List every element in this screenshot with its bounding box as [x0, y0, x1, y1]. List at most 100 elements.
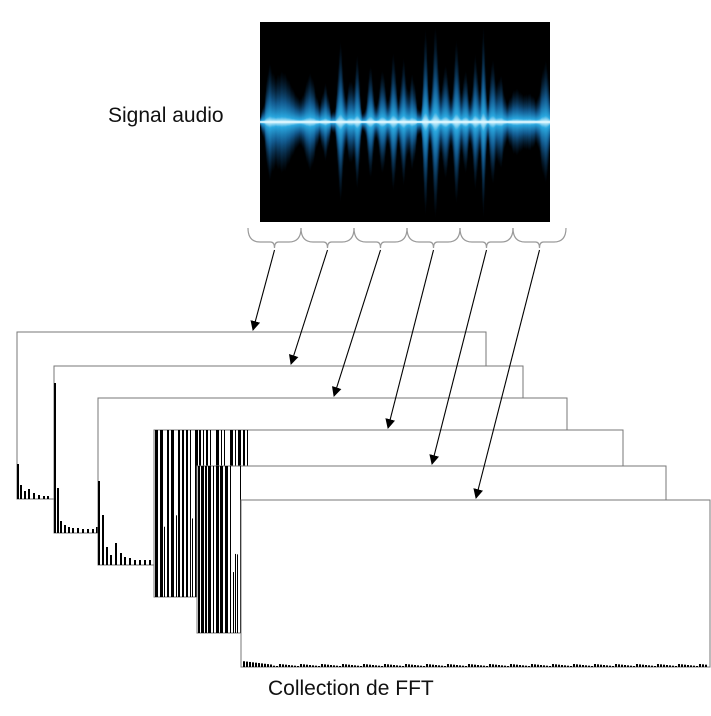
spectrum-bar [399, 665, 401, 667]
spectrum-bar [393, 665, 395, 667]
spectrum-bar [681, 664, 683, 667]
spectrum-bar [348, 664, 350, 667]
spectrum-bar [220, 466, 223, 633]
spectrum-bar [597, 664, 599, 667]
spectrum-bar [426, 664, 428, 667]
spectrum-bar [684, 664, 686, 667]
spectrum-bar [555, 664, 557, 667]
spectrum-bar [627, 665, 629, 667]
spectrum-bar [705, 664, 707, 667]
spectrum-bar [456, 665, 458, 667]
audio-waveform-image [260, 22, 550, 222]
spectrum-bar [225, 466, 228, 633]
spectrum-bar [450, 664, 452, 667]
spectrum-bar [498, 665, 500, 667]
spectrum-bar [96, 527, 98, 533]
segment-brace [300, 227, 355, 249]
spectrum-bar [651, 665, 653, 667]
spectrum-bar [675, 666, 677, 667]
mapping-arrows [250, 249, 541, 499]
spectrum-bar [525, 665, 527, 667]
spectrum-bar [182, 430, 184, 597]
spectrum-bar [621, 664, 623, 667]
spectrum-bar [43, 496, 45, 499]
spectrum-bar [585, 665, 587, 667]
spectrum-bar [639, 664, 641, 667]
segment-brace [406, 227, 461, 249]
spectrum-bar [110, 555, 112, 565]
spectrum-bar [249, 661, 251, 667]
spectrum-bar [573, 664, 575, 667]
spectrum-bar [435, 665, 437, 667]
spectrum-bar [192, 518, 193, 597]
spectrum-bar [543, 665, 545, 667]
spectrum-bar [129, 558, 131, 565]
spectrum-bar [579, 664, 581, 667]
spectrum-bar [567, 665, 569, 667]
spectrum-bar [87, 529, 89, 533]
spectrum-bar [690, 665, 692, 667]
spectrum-bar [630, 665, 632, 667]
spectrum-bar [354, 665, 356, 667]
spectrum-bar [363, 664, 365, 667]
spectrum-bar [252, 662, 254, 667]
segment-brace [247, 227, 302, 249]
spectrum-bar [552, 664, 554, 667]
spectrum-bar [390, 664, 392, 667]
spectrum-bar [477, 665, 479, 667]
spectrum-bar [381, 666, 383, 667]
spectrum-bar [160, 430, 163, 597]
spectrum-bar [492, 664, 494, 667]
spectrum-bar [420, 665, 422, 667]
fft-frames [16, 331, 711, 668]
spectrum-bar [82, 529, 84, 533]
spectrum-bar [306, 664, 308, 667]
spectrum-bar [134, 560, 136, 565]
spectrum-bar [167, 430, 169, 597]
spectrum-bar [330, 665, 332, 667]
spectrum-bar [235, 553, 236, 633]
spectrum-bar [102, 515, 104, 565]
spectrum-bar [459, 665, 461, 667]
mapping-arrow [473, 249, 541, 499]
spectrum-bar [414, 665, 416, 667]
spectrum-bar [645, 665, 647, 667]
spectrum-bar [17, 464, 19, 499]
spectrum-bar [342, 664, 344, 667]
spectrum-bar [462, 665, 464, 667]
spectrum-bar [213, 466, 214, 633]
spectrum-bar [375, 665, 377, 667]
spectrum-bar [534, 664, 536, 667]
spectrum-bar [411, 664, 413, 667]
spectrum-bar [483, 665, 485, 667]
spectrum-bar [54, 383, 56, 533]
spectrum-bar [408, 664, 410, 667]
spectrum-bar [519, 665, 521, 667]
fft-frame [240, 499, 711, 668]
spectrum-bar [606, 665, 608, 667]
spectrum-bar [513, 664, 515, 667]
spectrum-bar [155, 430, 158, 597]
spectrum-bar [258, 663, 260, 667]
spectrum-bar [72, 528, 74, 533]
spectrum-bar [60, 521, 62, 533]
fft-collection-label: Collection de FFT [268, 677, 434, 700]
spectrum-bar [208, 466, 211, 633]
spectrum-bar [230, 466, 231, 633]
spectrum-bar [405, 664, 407, 667]
spectrum-bar [288, 665, 290, 667]
spectrum-bar [285, 664, 287, 667]
spectrum-bar [663, 664, 665, 667]
spectrum-bar [216, 466, 219, 633]
spectrum-bar [432, 664, 434, 667]
spectrum-bar [609, 665, 611, 667]
spectrum-bar [294, 665, 296, 667]
spectrum-bar [438, 665, 440, 667]
spectrum-bar [47, 496, 49, 499]
spectrum-bar [297, 666, 299, 667]
spectrum-bar [92, 529, 94, 533]
spectrum-bar [98, 481, 100, 565]
spectrum-bar [429, 664, 431, 667]
spectrum-bar [139, 560, 141, 565]
